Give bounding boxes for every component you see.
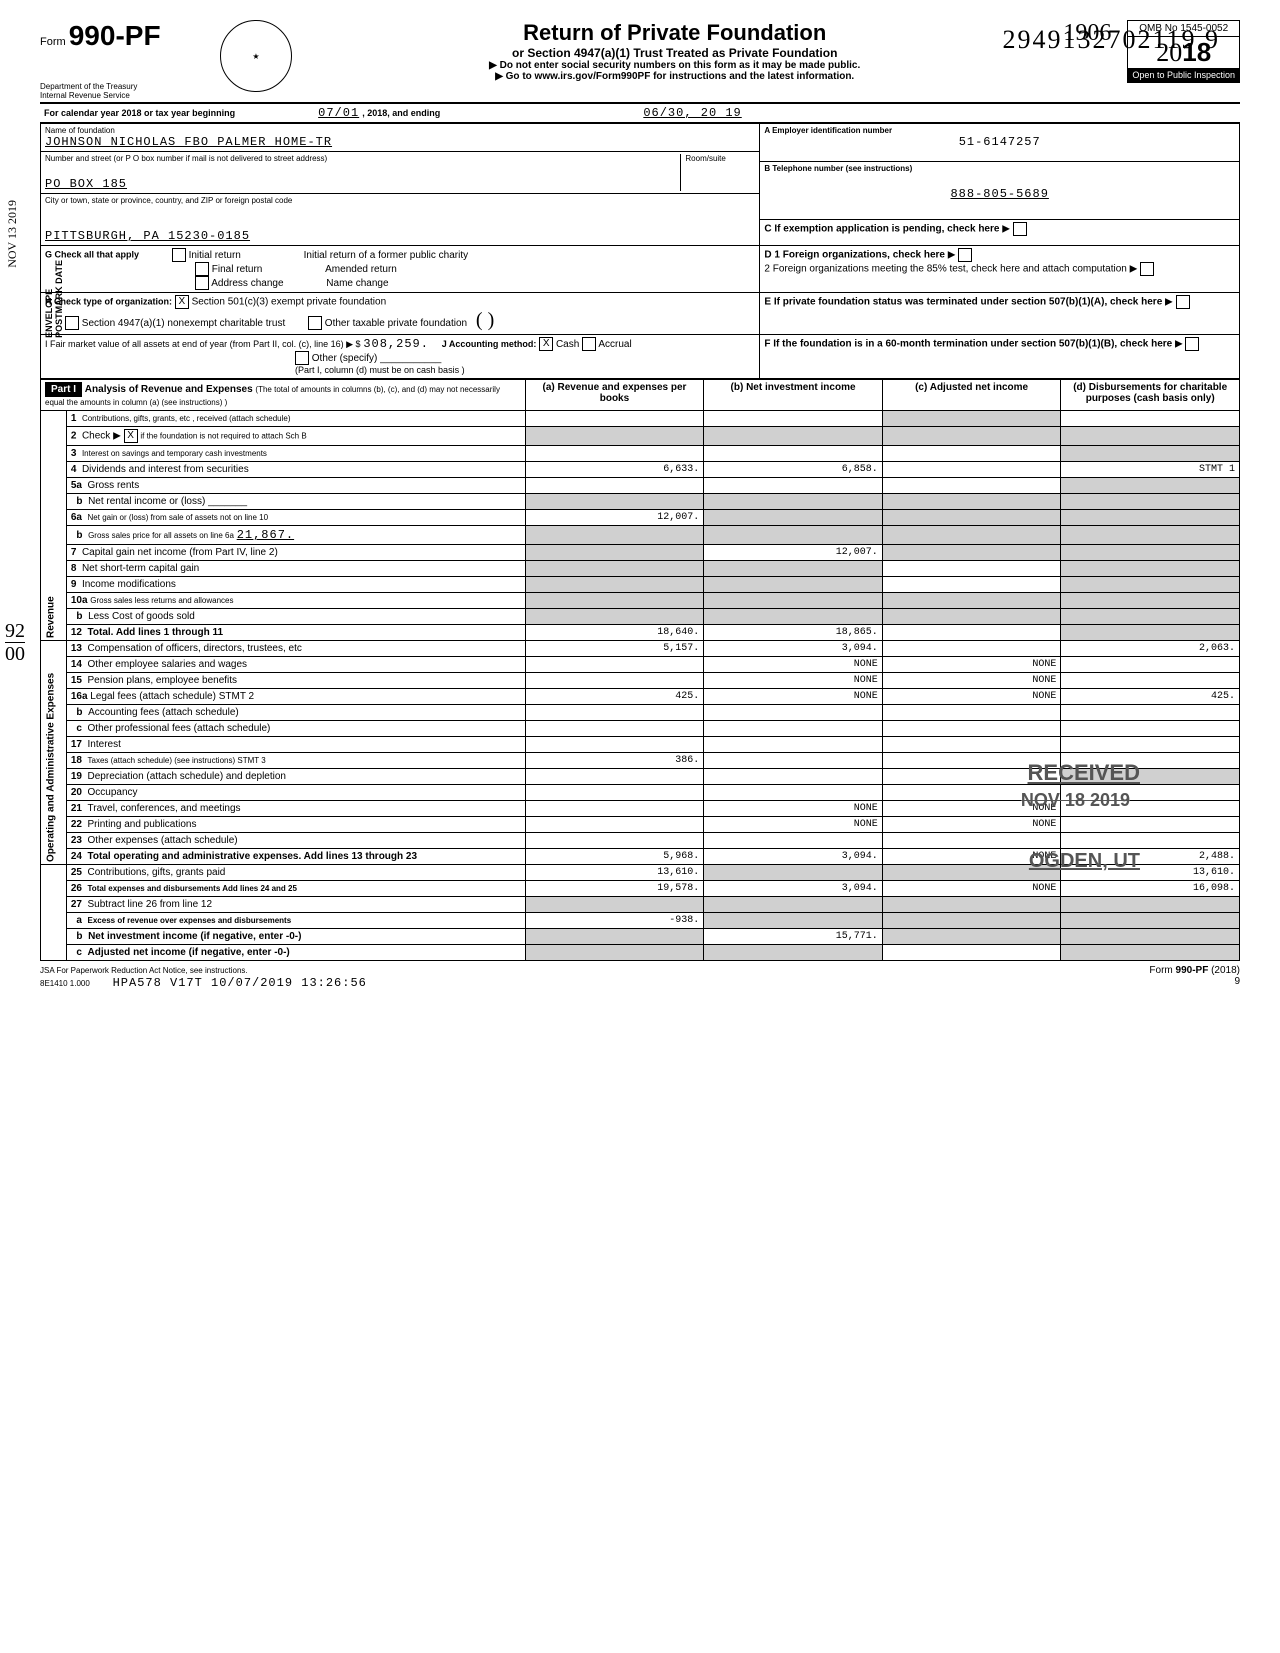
col-c-header: (c) Adjusted net income [882,380,1061,411]
box-e: E If private foundation status was termi… [760,293,1240,335]
footer-mid: HPA578 V17T 10/07/2019 13:26:56 [113,976,367,990]
line4-b: 6,858. [704,462,883,478]
col-d-header: (d) Disbursements for charitable purpose… [1061,380,1240,411]
line4-a: 6,633. [525,462,704,478]
line6b-val: 21,867. [237,528,294,542]
line16a-a: 425. [525,689,704,705]
line26-b: 3,094. [704,881,883,897]
col-b-header: (b) Net investment income [704,380,883,411]
expenses-section-label: Operating and Administrative Expenses [41,641,67,865]
line24-b: 3,094. [704,849,883,865]
501c3-checkbox[interactable]: X [175,295,189,309]
col-a-header: (a) Revenue and expenses per books [525,380,704,411]
received-stamp: RECEIVED [1028,760,1140,786]
addr-label: Number and street (or P O box number if … [45,154,680,163]
line26-d: 16,098. [1061,881,1240,897]
part1-title: Analysis of Revenue and Expenses [85,384,253,395]
form-label: Form 990-PF [40,20,210,52]
line6a-a: 12,007. [525,510,704,526]
final-return-checkbox[interactable] [195,262,209,276]
irs-seal-icon: ★ [220,20,292,92]
initial-return-checkbox[interactable] [172,248,186,262]
city-label: City or town, state or province, country… [45,196,755,205]
cash-checkbox[interactable]: X [539,337,553,351]
other-method-checkbox[interactable] [295,351,309,365]
schb-checkbox[interactable]: X [124,429,138,443]
box-f: F If the foundation is in a 60-month ter… [760,335,1240,379]
check-g-label: G Check all that apply [45,250,139,260]
box-d: D 1 Foreign organizations, check here ▶ … [760,246,1240,293]
footer-jsa: JSA For Paperwork Reduction Act Notice, … [40,966,248,975]
page-number: 9 [1234,976,1240,987]
irs-label: Internal Revenue Service [40,91,210,100]
address-change-checkbox[interactable] [195,276,209,290]
line12-a: 18,640. [525,625,704,641]
fmv-value: 308,259. [363,337,429,351]
received-date-stamp: NOV 18 2019 [1021,790,1130,811]
room-label: Room/suite [680,154,755,191]
form-subtitle: or Section 4947(a)(1) Trust Treated as P… [302,46,1047,60]
line13-d: 2,063. [1061,641,1240,657]
line18-a: 386. [525,753,704,769]
part1-label: Part I [45,382,82,397]
line16a-d: 425. [1061,689,1240,705]
ssn-warning: ▶ Do not enter social security numbers o… [302,60,1047,71]
name-label: Name of foundation [45,126,755,135]
line4-stmt: STMT 1 [1061,462,1240,478]
box-c: C If exemption application is pending, c… [760,219,1240,245]
footer-form: Form 990-PF (2018) [1149,965,1240,976]
side-fraction: 9200 [5,620,25,666]
phone-label: B Telephone number (see instructions) [764,164,1235,173]
revenue-section-label: Revenue [41,411,67,641]
tax-year-row: For calendar year 2018 or tax year begin… [40,104,1240,123]
phone-value: 888-805-5689 [764,187,1235,201]
foundation-address: PO BOX 185 [45,177,680,191]
ein-label: A Employer identification number [764,126,1235,135]
handwritten-number: 2949132702119 9 [1002,25,1220,55]
side-date: NOV 13 2019 [5,200,20,268]
accrual-checkbox[interactable] [582,337,596,351]
other-taxable-checkbox[interactable] [308,316,322,330]
foundation-city: PITTSBURGH, PA 15230-0185 [45,229,755,243]
envelope-postmark-label: ENVELOPEPOSTMARK DATE [44,260,64,338]
ein-value: 51-6147257 [764,135,1235,149]
check-h-label: H Check type of organization: [45,297,172,307]
4947-checkbox[interactable] [65,316,79,330]
line26-a: 19,578. [525,881,704,897]
dept-label: Department of the Treasury [40,82,210,91]
foundation-name: JOHNSON NICHOLAS FBO PALMER HOME-TR [45,135,755,149]
line24-a: 5,968. [525,849,704,865]
line7-b: 12,007. [704,545,883,561]
line-i-label: I Fair market value of all assets at end… [45,339,361,349]
line12-b: 18,865. [704,625,883,641]
line25-a: 13,610. [525,865,704,881]
form-title: Return of Private Foundation [302,20,1047,46]
line27b-b: 15,771. [704,929,883,945]
instructions-link: ▶ Go to www.irs.gov/Form990PF for instru… [302,71,1047,82]
line13-b: 3,094. [704,641,883,657]
line26-c: NONE [882,881,1061,897]
line13-a: 5,157. [525,641,704,657]
ogden-stamp: OGDEN, UT [1029,850,1140,873]
line27a-a: -938. [525,913,704,929]
footer-code: 8E1410 1.000 [40,979,90,988]
